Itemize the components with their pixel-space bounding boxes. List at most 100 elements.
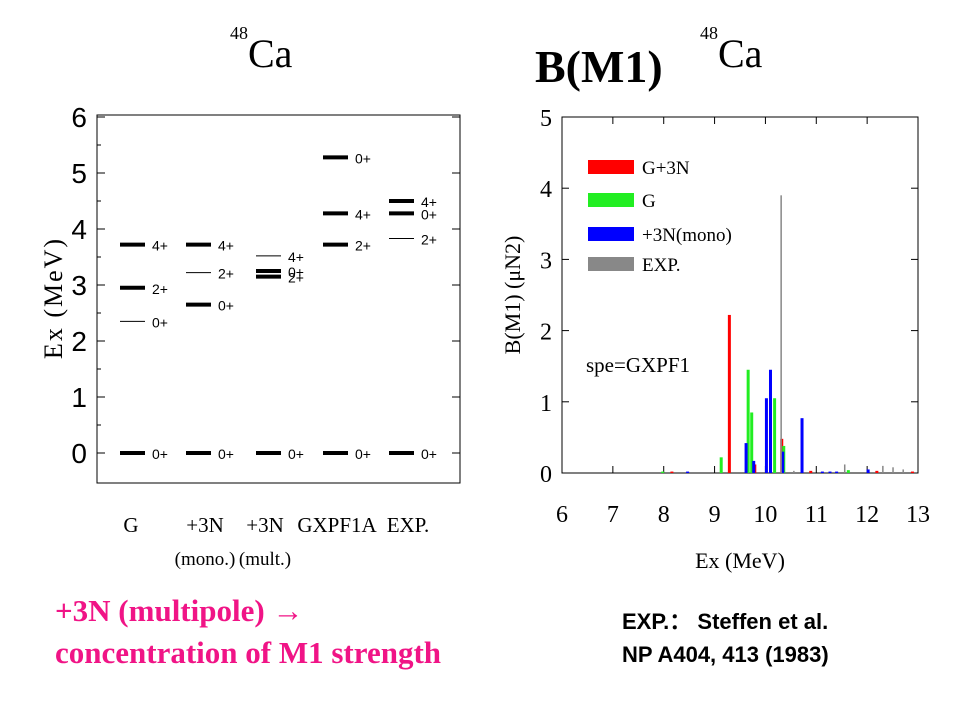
bm1-bar	[800, 418, 804, 473]
bm1-bar	[670, 471, 674, 473]
bm1-x-tick-label: 13	[906, 502, 930, 528]
level-column-sublabel: (mult.)	[239, 549, 291, 570]
energy-level-spin-label: 0+	[152, 314, 168, 330]
energy-level-spin-label: 0+	[152, 446, 168, 462]
level-y-tick-label: 0	[71, 438, 87, 469]
energy-level-spin-label: 0+	[218, 446, 234, 462]
conclusion-text: +3N (multipole) → concentration of M1 st…	[55, 590, 441, 674]
reference-line-1: EXP.： Steffen et al.	[622, 609, 829, 634]
energy-level-spin-label: 2+	[421, 232, 437, 248]
bm1-legend-swatch	[588, 257, 634, 271]
energy-level-spin-label: 4+	[288, 249, 304, 265]
energy-level-spin-label: 0+	[288, 264, 304, 280]
level-y-tick-label: 5	[71, 158, 87, 189]
bm1-bar	[793, 470, 795, 473]
bm1-bar	[746, 369, 750, 473]
level-y-tick-label: 1	[71, 382, 87, 413]
left-nucleus-symbol: Ca	[248, 31, 293, 76]
bm1-x-tick-label: 8	[658, 502, 670, 528]
energy-level-spin-label: 0+	[421, 206, 437, 222]
bm1-bar	[661, 471, 665, 473]
bm1-annotation: spe=GXPF1	[586, 353, 690, 377]
bm1-y-tick-label: 3	[540, 248, 552, 274]
level-y-tick-label: 2	[71, 326, 87, 357]
level-y-tick-label: 3	[71, 270, 87, 301]
energy-level-spin-label: 2+	[218, 266, 234, 282]
bm1-bar	[902, 469, 904, 473]
energy-level-spin-label: 2+	[355, 238, 371, 254]
bm1-bar	[773, 398, 777, 473]
bm1-bar	[727, 314, 731, 473]
bm1-bar	[719, 457, 723, 473]
bm1-bar	[744, 443, 748, 473]
level-y-tick-label: 4	[71, 214, 87, 245]
reference-line-2: NP A404, 413 (1983)	[622, 642, 829, 667]
energy-level-spin-label: 4+	[355, 206, 371, 222]
bm1-legend-label: EXP.	[642, 255, 681, 276]
right-nucleus-title: 48Ca	[700, 23, 763, 77]
bm1-y-tick-label: 4	[540, 177, 552, 203]
level-y-tick-label: 6	[71, 102, 87, 133]
bm1-legend-label: +3N(mono)	[642, 225, 732, 246]
bm1-x-tick-label: 10	[753, 502, 777, 528]
bm1-bar	[875, 470, 879, 473]
bm1-bar	[809, 470, 813, 473]
bm1-bar	[846, 470, 850, 473]
bm1-bar	[768, 369, 772, 473]
bm1-y-tick-label: 2	[540, 320, 552, 346]
level-column-label: EXP.	[387, 513, 430, 537]
bm1-bar	[892, 467, 894, 473]
energy-level-spin-label: 4+	[421, 194, 437, 210]
bm1-x-tick-label: 9	[709, 502, 721, 528]
bm1-bar	[764, 398, 768, 473]
level-column-label: GXPF1A	[297, 513, 377, 537]
bm1-bar	[820, 471, 824, 473]
bm1-bar	[686, 471, 690, 473]
bm1-legend-label: G+3N	[642, 158, 690, 179]
level-column-label: +3N	[246, 513, 284, 537]
energy-level-spin-label: 2+	[288, 270, 304, 286]
bm1-bar	[752, 460, 756, 473]
bm1-x-tick-label: 6	[556, 502, 568, 528]
bm1-y-tick-label: 1	[540, 391, 552, 417]
bm1-bar	[843, 464, 846, 473]
bm1-bar	[882, 465, 884, 473]
bm1-y-axis-label: B(M1) (μN2)	[500, 236, 525, 355]
energy-level-spin-label: 2+	[152, 281, 168, 297]
energy-level-spin-label: 0+	[355, 446, 371, 462]
bm1-bar	[828, 471, 832, 473]
energy-level-spin-label: 4+	[218, 238, 234, 254]
bm1-bar	[780, 195, 782, 473]
energy-level-spin-label: 4+	[152, 238, 168, 254]
level-plot-frame	[96, 114, 461, 484]
level-y-axis-label: Ex (MeV)	[39, 237, 68, 359]
bm1-y-tick-label: 5	[540, 106, 552, 132]
energy-level-spin-label: 0+	[218, 298, 234, 314]
bm1-bar	[835, 471, 839, 473]
left-nucleus-title: 48Ca	[230, 23, 293, 77]
bm1-bar	[750, 412, 754, 473]
bm1-x-tick-label: 12	[855, 502, 879, 528]
right-nucleus-mass: 48	[700, 22, 718, 43]
energy-level-spin-label: 0+	[288, 446, 304, 462]
bm1-bar	[910, 471, 914, 473]
bm1-bar	[781, 451, 785, 473]
level-column-sublabel: (mono.)	[175, 549, 236, 570]
bm1-bar	[866, 469, 870, 473]
energy-level-spin-label: 0+	[355, 150, 371, 166]
bm1-title: B(M1)	[535, 41, 663, 92]
bm1-x-axis-label: Ex (MeV)	[695, 548, 785, 573]
level-column-label: +3N	[186, 513, 224, 537]
bm1-legend-swatch	[588, 227, 634, 241]
left-nucleus-mass: 48	[230, 22, 248, 43]
bm1-legend-label: G	[642, 191, 656, 212]
conclusion-line-2: concentration of M1 strength	[55, 635, 442, 670]
right-nucleus-symbol: Ca	[718, 31, 763, 76]
energy-level-spin-label: 0+	[421, 446, 437, 462]
bm1-x-tick-label: 11	[805, 502, 828, 528]
bm1-legend-swatch	[588, 160, 634, 174]
reference-text: EXP.： Steffen et al. NP A404, 413 (1983)	[622, 605, 829, 671]
